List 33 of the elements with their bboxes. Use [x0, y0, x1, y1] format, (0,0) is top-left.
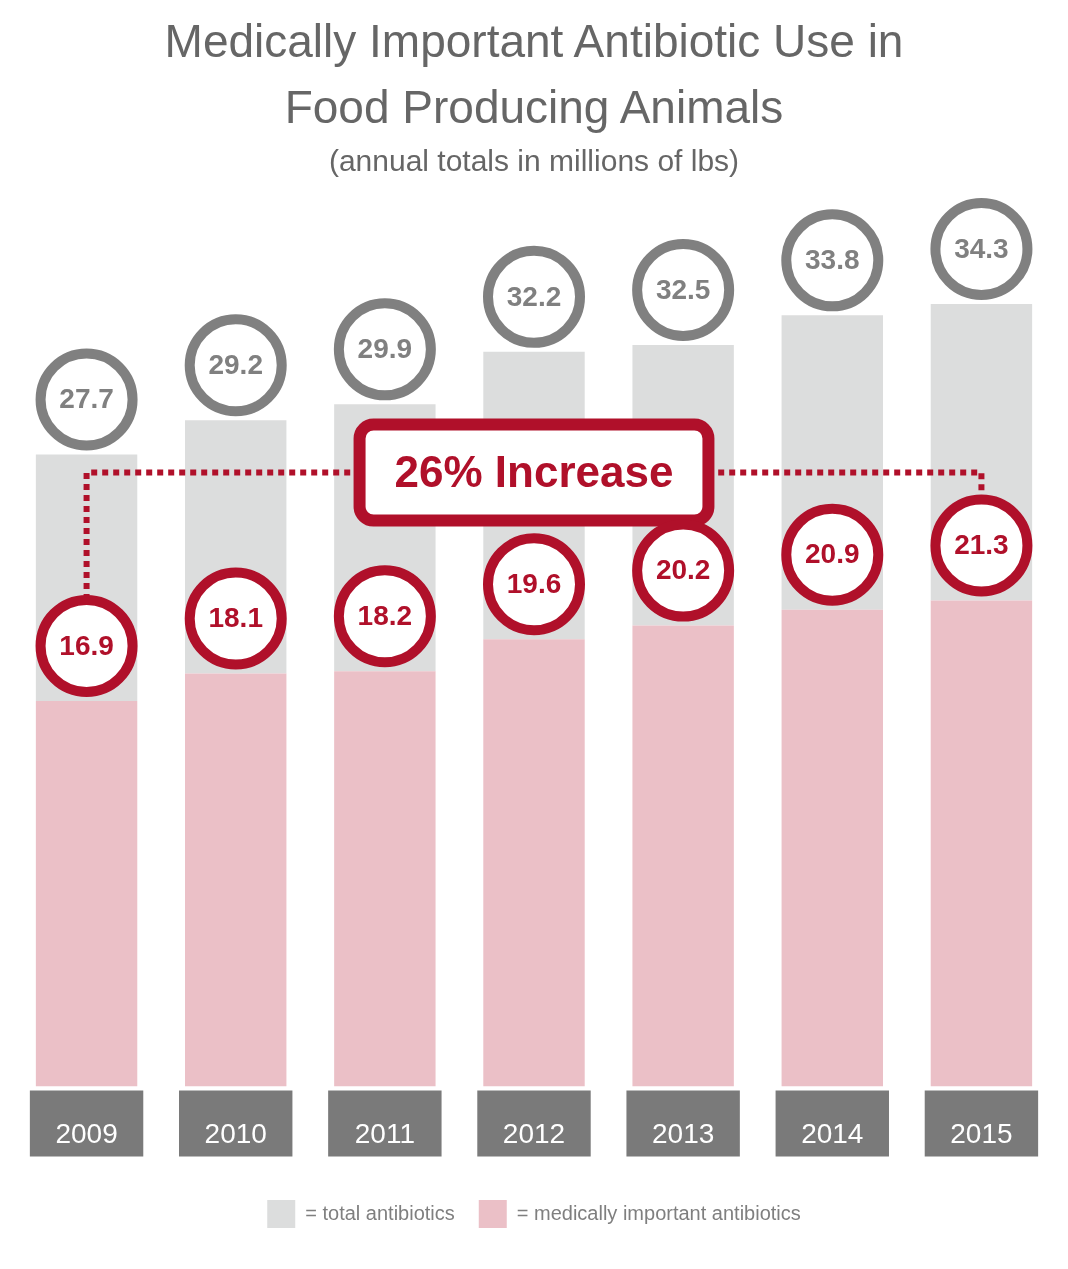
legend-label: = total antibiotics	[305, 1201, 455, 1224]
data-label: 21.3	[954, 529, 1009, 561]
bar	[483, 639, 585, 1087]
total-label: 32.2	[506, 280, 562, 312]
legend-label: = medically important antibiotics	[516, 1201, 801, 1224]
data-label: 18.2	[357, 599, 413, 631]
bar	[334, 671, 436, 1087]
total-label: 29.9	[357, 333, 413, 365]
chart-subtitle: (annual totals in millions of lbs)	[327, 144, 741, 178]
bar	[35, 700, 138, 1087]
total-label: 32.5	[655, 273, 711, 305]
bar	[930, 600, 1033, 1087]
total-label: 29.2	[208, 349, 263, 381]
total-label: 34.3	[954, 232, 1009, 264]
data-label: 16.9	[59, 629, 114, 661]
bar	[185, 673, 287, 1087]
x-tick-label: 2009	[55, 1117, 118, 1149]
x-tick-label: 2010	[204, 1117, 267, 1149]
data-label: 18.1	[208, 602, 263, 634]
data-label: 19.6	[506, 568, 562, 600]
total-label: 27.7	[59, 383, 114, 415]
x-tick-label: 2011	[354, 1117, 415, 1149]
x-tick-label: 2015	[950, 1117, 1013, 1149]
annotation: 26% Increase	[394, 446, 674, 496]
x-tick-label: 2013	[651, 1117, 715, 1149]
bar	[781, 609, 883, 1087]
x-tick-label: 2014	[801, 1117, 864, 1149]
total-label: 33.8	[805, 244, 860, 276]
data-label: 20.9	[805, 538, 860, 570]
data-label: 20.2	[655, 554, 711, 586]
chart-title: Medically Important Antibiotic Use in Food Producing Animals	[163, 14, 905, 135]
x-tick-label: 2012	[502, 1117, 566, 1149]
bar	[632, 625, 734, 1087]
